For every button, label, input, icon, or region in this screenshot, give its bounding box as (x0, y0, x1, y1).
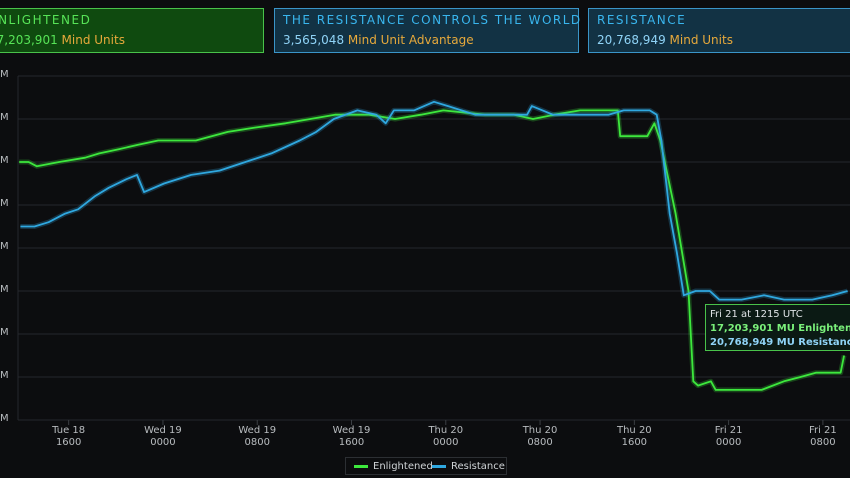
x-tick-label: Wed 19 1600 (332, 425, 371, 448)
y-tick-label: M (0, 198, 9, 209)
legend-swatch-enlightened (354, 464, 368, 468)
enlightened-mu-value: 17,203,901 (0, 33, 58, 47)
chart-series (19, 99, 849, 393)
x-tick-label: Fri 21 0000 (714, 425, 743, 448)
x-tick-label: Tue 18 1600 (52, 425, 86, 448)
x-tick-label: Wed 19 0800 (238, 425, 277, 448)
control-status-panel: THE RESISTANCE CONTROLS THE WORLD 3,565,… (274, 8, 582, 53)
y-tick-label: M (0, 327, 9, 338)
y-tick-label: M (0, 155, 9, 166)
tooltip-time: Fri 21 at 1215 UTC (710, 309, 803, 320)
advantage-suffix: Mind Unit Advantage (347, 33, 474, 47)
series-line-enlightened[interactable] (19, 109, 845, 391)
series-glow-resistance (20, 99, 849, 303)
legend-label-enlightened: Enlightened (373, 461, 433, 472)
resistance-mu-value: 20,768,949 (597, 33, 666, 47)
enlightened-score-panel: ENLIGHTENED 17,203,901 Mind Units (0, 8, 264, 53)
legend-label-resistance: Resistance (451, 461, 505, 472)
advantage-line: 3,565,048 Mind Unit Advantage (283, 31, 570, 49)
x-tick-label: Thu 20 0800 (522, 425, 558, 448)
resistance-mu-suffix: Mind Units (669, 33, 733, 47)
x-tick-label: Thu 20 0000 (428, 425, 464, 448)
series-line-resistance[interactable] (20, 100, 848, 301)
y-tick-label: M (0, 413, 9, 424)
y-tick-label: M (0, 370, 9, 381)
legend-item-resistance[interactable]: Resistance (432, 461, 505, 472)
enlightened-mind-units: 17,203,901 Mind Units (0, 31, 255, 49)
enlightened-title: ENLIGHTENED (0, 13, 92, 27)
x-tick-label: Fri 21 0800 (808, 425, 837, 448)
x-tick-label: Thu 20 1600 (616, 425, 652, 448)
enlightened-mu-suffix: Mind Units (61, 33, 125, 47)
resistance-score-panel: RESISTANCE 20,768,949 Mind Units (588, 8, 850, 53)
tooltip-enlightened: 17,203,901 MU Enlightened (710, 323, 850, 334)
legend-swatch-resistance (432, 464, 446, 468)
chart-tooltip: Fri 21 at 1215 UTC 17,203,901 MU Enlight… (705, 304, 850, 351)
advantage-value: 3,565,048 (283, 33, 345, 47)
resistance-mind-units: 20,768,949 Mind Units (597, 31, 849, 49)
y-tick-label: M (0, 241, 9, 252)
legend-item-enlightened[interactable]: Enlightened (354, 461, 433, 472)
x-tick-label: Wed 19 0000 (144, 425, 182, 448)
chart-legend: Enlightened Resistance (345, 457, 507, 475)
y-tick-label: M (0, 284, 9, 295)
control-title: THE RESISTANCE CONTROLS THE WORLD (283, 13, 582, 27)
y-tick-label: M (0, 112, 9, 123)
resistance-title: RESISTANCE (597, 13, 687, 27)
chart-grid (17, 75, 850, 425)
y-tick-label: M (0, 69, 9, 80)
tooltip-resistance: 20,768,949 MU Resistance (710, 337, 850, 348)
